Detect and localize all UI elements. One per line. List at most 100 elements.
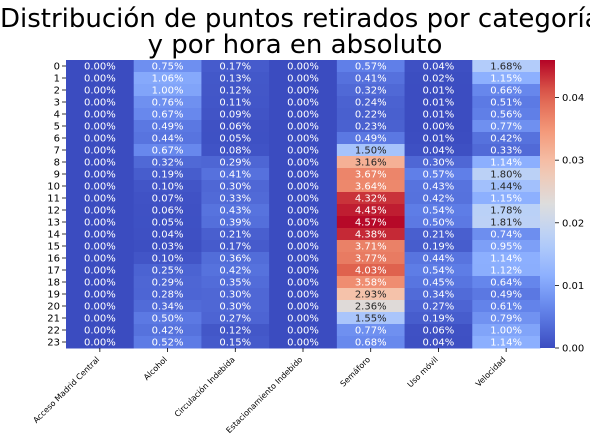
x-tick-label: Circulación Indebida [172, 354, 237, 419]
heatmap-cell [201, 96, 270, 109]
cell-value-label: 0.43% [423, 182, 455, 193]
x-tick-label: Estacionamiento Indebido [224, 355, 304, 435]
cell-value-label: 0.42% [490, 134, 522, 145]
colorbar [540, 60, 555, 348]
cell-value-label: 0.30% [423, 158, 455, 169]
cell-value-label: 0.54% [423, 266, 455, 277]
y-tick-label: 4 [54, 110, 60, 121]
heatmap-cell [269, 156, 338, 169]
cell-value-label: 0.68% [355, 338, 387, 349]
heatmap-cell [404, 228, 473, 241]
cell-value-label: 0.00% [84, 146, 116, 157]
cell-value-label: 0.06% [219, 122, 251, 133]
heatmap-cell [269, 204, 338, 217]
heatmap-cell [472, 132, 541, 145]
cell-value-label: 0.32% [355, 86, 387, 97]
cell-value-label: 1.06% [152, 74, 184, 85]
heatmap-cell [201, 204, 270, 217]
heatmap-cell [472, 312, 541, 325]
heatmap-cell [404, 84, 473, 97]
heatmap-cell [404, 324, 473, 337]
heatmap-cell [201, 180, 270, 193]
heatmap-cell [201, 336, 270, 349]
heatmap-cell [66, 336, 135, 349]
cell-value-label: 0.61% [490, 302, 522, 313]
heatmap-cell [404, 204, 473, 217]
heatmap-cell [66, 240, 135, 253]
cell-value-label: 0.00% [84, 122, 116, 133]
heatmap-cell [472, 156, 541, 169]
cell-value-label: 0.19% [423, 314, 455, 325]
y-tick-label: 5 [54, 122, 60, 133]
cell-value-label: 0.00% [84, 230, 116, 241]
heatmap-cell [472, 324, 541, 337]
heatmap-cell [336, 240, 406, 253]
cell-value-label: 0.00% [84, 314, 116, 325]
cell-value-label: 0.00% [287, 278, 319, 289]
heatmap-cell [133, 120, 202, 133]
chart-title-line-1: Distribución de puntos retirados por cat… [0, 4, 590, 34]
y-tick-label: 7 [54, 146, 60, 157]
cell-value-label: 0.34% [423, 290, 455, 301]
cell-value-label: 0.27% [423, 302, 455, 313]
heatmap-cell [336, 228, 406, 241]
heatmap-cell [336, 156, 406, 169]
heatmap-cell [133, 84, 202, 97]
cell-value-label: 0.10% [152, 254, 184, 265]
cell-value-label: 0.32% [152, 158, 184, 169]
cell-value-label: 0.57% [423, 170, 455, 181]
y-tick-label: 21 [47, 314, 60, 325]
heatmap-cell [66, 144, 135, 157]
heatmap-cell [404, 300, 473, 313]
heatmap-cell [133, 192, 202, 205]
cell-value-label: 0.00% [84, 182, 116, 193]
heatmap-cell [472, 84, 541, 97]
cell-value-label: 1.14% [490, 338, 522, 349]
heatmap-cell [472, 192, 541, 205]
heatmap-cell [133, 180, 202, 193]
cell-value-label: 1.68% [490, 62, 522, 73]
cell-value-label: 0.79% [490, 314, 522, 325]
heatmap-cell [336, 276, 406, 289]
cell-value-label: 0.10% [152, 182, 184, 193]
cell-value-label: 0.43% [219, 206, 251, 217]
heatmap-cell [404, 252, 473, 265]
heatmap-cell [66, 132, 135, 145]
cell-value-label: 0.77% [490, 122, 522, 133]
y-tick-label: 22 [47, 326, 60, 337]
heatmap-cell [66, 312, 135, 325]
cell-value-label: 0.50% [423, 218, 455, 229]
heatmap-cell [336, 168, 406, 181]
cell-value-label: 3.71% [355, 242, 387, 253]
cell-value-label: 0.00% [287, 122, 319, 133]
y-tick-label: 11 [47, 194, 60, 205]
cell-value-label: 0.28% [152, 290, 184, 301]
heatmap-cell [336, 336, 406, 349]
heatmap-cell [66, 252, 135, 265]
colorbar-tick-label: 0.02 [562, 218, 584, 229]
heatmap-cell [269, 108, 338, 121]
cell-value-label: 0.00% [84, 134, 116, 145]
cell-value-label: 0.64% [490, 278, 522, 289]
heatmap-cell [201, 312, 270, 325]
heatmap-cell [472, 60, 541, 73]
cell-value-label: 0.00% [287, 194, 319, 205]
cell-value-label: 0.01% [423, 134, 455, 145]
cell-value-label: 0.00% [84, 278, 116, 289]
cell-value-label: 1.15% [490, 74, 522, 85]
heatmap-cell [201, 276, 270, 289]
cell-value-label: 0.17% [219, 62, 251, 73]
heatmap-cell [472, 288, 541, 301]
heatmap-cell [472, 300, 541, 313]
heatmap-cell [269, 336, 338, 349]
y-tick-label: 6 [54, 134, 60, 145]
cell-value-label: 0.00% [287, 110, 319, 121]
chart-title-line-2: y por hora en absoluto [147, 30, 443, 60]
heatmap-cell [404, 192, 473, 205]
y-tick-label: 8 [54, 158, 60, 169]
y-tick-label: 16 [47, 254, 60, 265]
heatmap-cell [133, 312, 202, 325]
cell-value-label: 4.32% [355, 194, 387, 205]
heatmap-cell [201, 240, 270, 253]
